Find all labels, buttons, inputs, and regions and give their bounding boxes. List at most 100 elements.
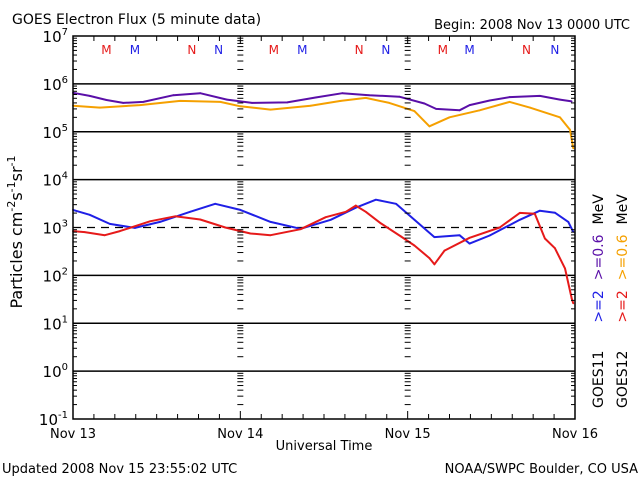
data-point <box>488 234 491 237</box>
axes-layer <box>72 35 576 420</box>
data-point <box>329 218 332 221</box>
x-tick-label: Nov 14 <box>217 427 263 442</box>
data-point <box>468 242 471 245</box>
data-point <box>569 128 571 131</box>
data-point <box>251 102 253 104</box>
series-goes11-2-mev <box>72 198 575 245</box>
data-point <box>224 226 227 229</box>
y-tick-label: 101 <box>43 314 68 333</box>
data-point <box>354 204 357 207</box>
data-point <box>508 101 511 103</box>
marker-n: N <box>381 43 390 57</box>
data-point <box>379 222 382 225</box>
marker-n: N <box>214 43 223 57</box>
data-point <box>388 102 391 104</box>
series-goes11-0-6-mev <box>72 91 572 112</box>
data-point <box>219 101 222 103</box>
data-point <box>269 220 272 223</box>
y-tick-label: 105 <box>43 123 68 142</box>
data-point <box>458 109 461 112</box>
data-point <box>559 98 561 101</box>
data-point <box>122 102 125 104</box>
data-point <box>543 237 546 240</box>
chart-title: GOES Electron Flux (5 minute data) <box>12 12 261 28</box>
y-tick-label: 103 <box>43 219 68 238</box>
data-point <box>528 106 531 109</box>
data-point <box>538 95 541 97</box>
marker-m: M <box>464 43 474 57</box>
data-point <box>174 215 176 218</box>
data-point <box>398 95 401 98</box>
data-point <box>443 249 446 252</box>
y-tick-label: 102 <box>43 266 68 285</box>
data-point <box>199 92 202 95</box>
legend-text: GOES12>=2>=0.6MeV <box>615 194 631 408</box>
data-point <box>249 232 252 235</box>
data-point <box>458 234 461 237</box>
series-goes12-2-mev <box>72 204 575 304</box>
data-point <box>226 98 228 101</box>
series-goes12-0-6-mev <box>72 96 575 149</box>
data-point <box>468 236 471 239</box>
data-point <box>478 109 481 112</box>
data-point <box>344 210 347 213</box>
data-point <box>533 212 536 215</box>
data-point <box>299 228 302 231</box>
data-point <box>103 234 106 237</box>
data-point <box>179 100 181 102</box>
legend: GOES11>=2>=0.6MeV GOES12>=2>=0.6MeV <box>591 194 631 408</box>
data-point <box>149 220 151 223</box>
data-point <box>88 95 91 97</box>
data-point <box>98 106 101 109</box>
x-tick-label: Nov 15 <box>385 427 431 442</box>
data-point <box>364 96 367 99</box>
data-point <box>559 116 561 119</box>
begin-label: Begin: 2008 Nov 13 0000 UTC <box>434 18 630 33</box>
data-point <box>354 206 357 209</box>
credit-label: NOAA/SWPC Boulder, CO USA <box>445 462 638 477</box>
data-point <box>570 297 573 300</box>
marker-n: N <box>355 43 364 57</box>
y-axis-label-text: Particles cm-2s-1sr-1 <box>5 155 26 308</box>
series-layer <box>72 91 575 305</box>
y-tick-label: 104 <box>43 171 68 190</box>
data-point <box>518 218 521 221</box>
x-tick-labels: Nov 13 Nov 14 Nov 15 Nov 16 <box>50 427 598 442</box>
data-point <box>413 110 416 112</box>
data-point <box>435 108 438 110</box>
y-tick-label: 106 <box>43 75 68 94</box>
data-point <box>567 220 570 223</box>
data-point <box>572 302 575 305</box>
y-axis-label: Particles cm-2s-1sr-1 <box>5 155 26 308</box>
x-tick-label: Nov 16 <box>552 427 598 442</box>
data-point <box>199 218 202 221</box>
marker-m: M <box>297 43 307 57</box>
data-point <box>88 213 91 216</box>
data-point <box>159 220 161 223</box>
data-point <box>324 216 327 219</box>
data-point <box>172 94 175 97</box>
y-tick-labels: 107 106 105 104 103 102 101 100 10-1 <box>39 27 68 429</box>
data-point <box>108 222 111 225</box>
data-point <box>239 105 242 108</box>
x-axis-label: Universal Time <box>276 439 373 454</box>
legend-goes11: GOES11>=2>=0.6MeV <box>591 194 607 408</box>
data-point <box>269 234 272 237</box>
legend-text: GOES11>=2>=0.6MeV <box>591 194 607 408</box>
data-point <box>83 231 86 234</box>
x-tick-label: Nov 13 <box>50 427 96 442</box>
data-point <box>105 99 108 101</box>
marker-n: N <box>522 43 531 57</box>
data-point <box>214 202 217 205</box>
data-point <box>554 211 556 214</box>
data-point <box>314 96 317 99</box>
data-point <box>433 263 436 266</box>
data-point <box>134 227 136 229</box>
data-point <box>498 226 501 229</box>
data-point <box>428 125 431 128</box>
data-point <box>564 267 566 270</box>
data-point <box>139 104 141 107</box>
data-point <box>309 104 312 107</box>
data-point <box>368 94 371 97</box>
